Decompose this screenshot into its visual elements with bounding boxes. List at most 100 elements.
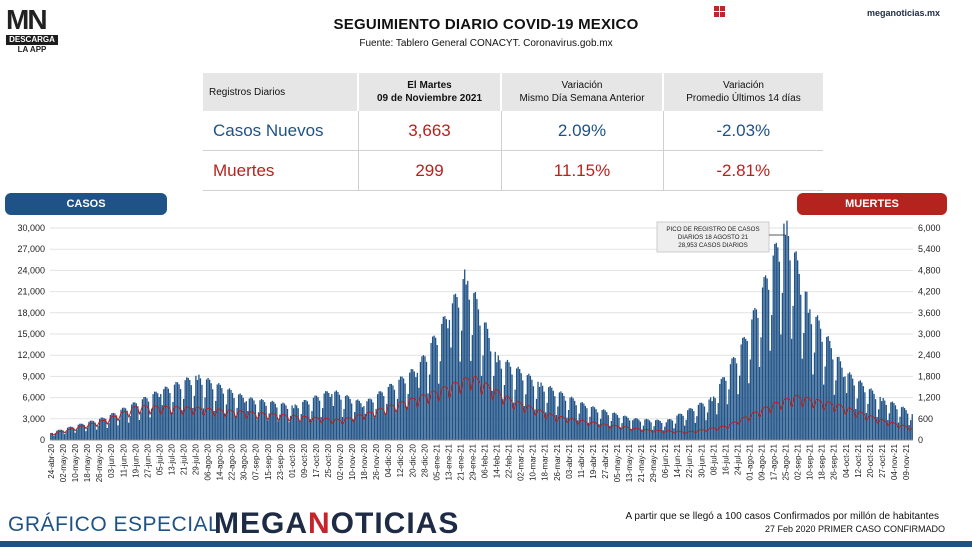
casos-bar	[729, 364, 732, 440]
casos-bar	[751, 319, 753, 440]
casos-bar	[237, 394, 240, 440]
casos-bar	[464, 269, 466, 440]
casos-bar	[118, 419, 121, 440]
casos-bar	[606, 412, 608, 440]
casos-bar	[183, 398, 185, 440]
casos-bar	[50, 432, 52, 440]
y-right-tick-label: 600	[918, 414, 933, 424]
casos-bar	[743, 336, 745, 440]
casos-bar	[769, 350, 771, 440]
x-tick-label: 15-sep-20	[264, 443, 273, 480]
casos-bar	[71, 426, 73, 440]
casos-bar	[581, 402, 583, 440]
y-right-tick-label: 1,800	[918, 371, 941, 381]
casos-bar	[797, 260, 799, 440]
casos-bar	[410, 369, 412, 440]
muertes-legend-pill: MUERTES	[797, 193, 947, 215]
casos-bar	[381, 392, 383, 440]
casos-bar	[888, 413, 890, 440]
x-tick-label: 26-mar-21	[553, 443, 562, 480]
casos-bar	[512, 402, 515, 440]
casos-bar	[761, 287, 764, 440]
grid-icon[interactable]	[714, 6, 725, 17]
casos-bar	[525, 394, 527, 440]
casos-bar	[690, 408, 692, 440]
casos-bar	[409, 372, 411, 440]
casos-bar	[152, 394, 154, 440]
casos-bar	[474, 291, 477, 440]
casos-bar	[441, 323, 443, 440]
casos-bar	[54, 433, 56, 440]
page-title: SEGUIMIENTO DIARIO COVID-19 MEXICO	[333, 16, 639, 33]
casos-bar	[633, 418, 635, 440]
casos-bar	[74, 432, 76, 440]
casos-bar	[528, 373, 530, 440]
casos-bar	[726, 404, 729, 440]
casos-bar	[804, 291, 806, 440]
x-tick-label: 17-ago-21	[770, 443, 779, 480]
x-tick-label: 24-jul-21	[733, 443, 742, 475]
casos-bar	[772, 255, 774, 440]
stats-header-row: Registros Diarios El Martes 09 de Noviem…	[203, 73, 823, 111]
casos-bar	[871, 390, 874, 440]
y-left-tick-label: 6,000	[22, 393, 45, 403]
casos-bar	[629, 420, 631, 440]
header-variation-week-line2: Mismo Día Semana Anterior	[519, 93, 645, 104]
casos-bar	[460, 330, 463, 440]
casos-bar	[900, 407, 903, 440]
casos-bar	[343, 408, 345, 440]
casos-bar	[506, 359, 509, 440]
x-tick-label: 29-may-21	[649, 443, 658, 482]
casos-bar	[277, 421, 280, 440]
x-tick-label: 27-abr-21	[601, 443, 610, 478]
casos-bar	[893, 402, 895, 440]
casos-bar	[248, 398, 250, 440]
casos-bar	[57, 429, 60, 440]
casos-bar	[511, 374, 513, 440]
x-tick-label: 06-feb-21	[481, 443, 490, 478]
casos-bar	[702, 403, 704, 440]
casos-bar	[587, 422, 590, 440]
meganoticias-logo[interactable]: MN DESCARGA LA APP	[6, 6, 64, 54]
casos-bar	[153, 391, 156, 440]
casos-bar	[364, 413, 367, 440]
casos-bar	[169, 393, 171, 440]
casos-bar	[603, 409, 605, 440]
x-tick-label: 20-dic-20	[408, 443, 417, 477]
casos-bar	[86, 427, 89, 440]
casos-bar	[184, 380, 186, 440]
casos-bar	[749, 359, 751, 440]
casos-bar	[63, 434, 66, 440]
casos-bar	[790, 338, 793, 440]
casos-bar	[841, 367, 843, 440]
casos-bar	[768, 289, 770, 440]
casos-bar	[473, 293, 475, 440]
x-tick-label: 01-ago-21	[745, 443, 754, 480]
casos-bar	[334, 391, 336, 440]
x-tick-label: 22-feb-21	[505, 443, 514, 478]
x-tick-label: 11-jun-20	[119, 443, 128, 477]
casos-bar	[415, 377, 417, 440]
casos-bar	[369, 398, 371, 440]
casos-bar	[732, 357, 735, 440]
casos-bar	[383, 396, 385, 440]
casos-bar	[83, 425, 86, 440]
casos-bar	[748, 383, 750, 440]
casos-bar	[230, 389, 232, 440]
casos-bar	[196, 379, 199, 440]
casos-bar	[399, 376, 402, 440]
y-left-tick-label: 24,000	[17, 265, 45, 275]
x-tick-label: 11-abr-21	[577, 443, 586, 478]
site-link[interactable]: meganoticias.mx	[866, 8, 940, 18]
casos-bar	[485, 322, 487, 440]
casos-bar	[80, 423, 82, 440]
casos-bar	[424, 356, 426, 440]
casos-bar	[803, 332, 805, 440]
casos-bar	[105, 418, 107, 440]
casos-bar	[340, 399, 342, 440]
casos-bar	[618, 417, 620, 440]
casos-bar	[218, 383, 220, 440]
casos-bar	[679, 413, 681, 440]
annotation-text: 28,953 CASOS DIARIOS	[678, 242, 747, 249]
casos-bar	[321, 408, 324, 440]
